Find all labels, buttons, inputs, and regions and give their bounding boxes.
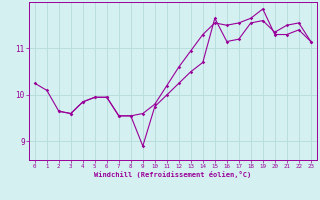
X-axis label: Windchill (Refroidissement éolien,°C): Windchill (Refroidissement éolien,°C) [94, 171, 252, 178]
